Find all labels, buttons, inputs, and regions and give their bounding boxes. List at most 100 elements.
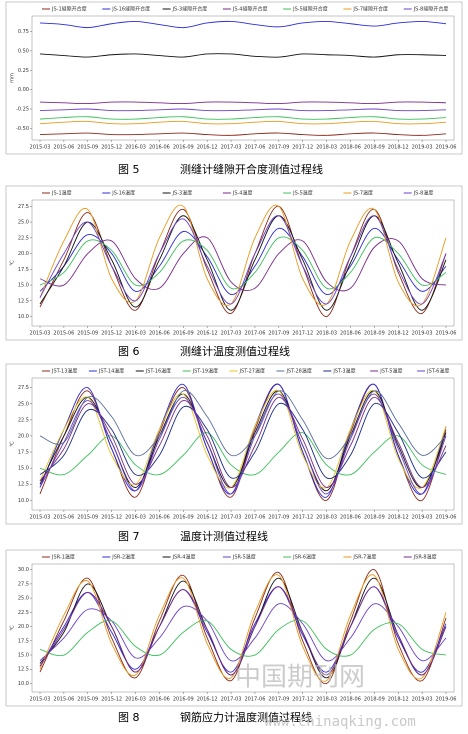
legend-label: JS-7温度 bbox=[352, 190, 373, 197]
legend-label: JS-16温度 bbox=[111, 190, 135, 197]
x-tick-label: 2016-03 bbox=[125, 331, 146, 337]
x-tick-label: 2019-06 bbox=[436, 331, 457, 337]
figure-number: 图 7 bbox=[118, 530, 140, 543]
x-tick-label: 2015-03 bbox=[30, 331, 51, 337]
x-tick-label: 2016-03 bbox=[125, 697, 146, 703]
x-tick-label: 2018-09 bbox=[364, 515, 385, 521]
y-tick-label: 20.0 bbox=[18, 624, 29, 630]
x-tick-label: 2018-09 bbox=[364, 145, 385, 151]
x-tick-label: 2018-03 bbox=[316, 697, 337, 703]
legend-label: JST-16温度 bbox=[145, 368, 171, 375]
y-tick-label: 17.5 bbox=[18, 267, 29, 273]
watermark-name: 中国期刊网 bbox=[235, 663, 365, 693]
x-tick-label: 2016-03 bbox=[125, 145, 146, 151]
legend-label: JST-13温度 bbox=[51, 368, 77, 375]
x-tick-label: 2019-06 bbox=[436, 145, 457, 151]
y-tick-label: 0.75 bbox=[18, 29, 29, 35]
legend-label: JS-3温度 bbox=[172, 190, 193, 197]
series-line bbox=[39, 101, 447, 105]
y-tick-label: 10.0 bbox=[18, 498, 29, 504]
x-tick-label: 2016-09 bbox=[173, 145, 194, 151]
x-tick-label: 2019-06 bbox=[436, 515, 457, 521]
y-axis-label: ℃ bbox=[10, 625, 16, 631]
x-tick-label: 2015-12 bbox=[101, 697, 122, 703]
x-tick-label: 2018-09 bbox=[364, 697, 385, 703]
legend-label: JSR-4温度 bbox=[172, 554, 196, 561]
y-tick-label: 22.5 bbox=[18, 417, 29, 423]
x-tick-label: 2017-12 bbox=[292, 331, 313, 337]
y-tick-label: 0.25 bbox=[18, 68, 29, 74]
legend-label: JST-28温度 bbox=[285, 368, 311, 375]
y-tick-label: 27.5 bbox=[18, 581, 29, 587]
x-tick-label: 2015-03 bbox=[30, 515, 51, 521]
x-tick-label: 2015-12 bbox=[101, 145, 122, 151]
x-tick-label: 2015-06 bbox=[53, 331, 74, 337]
y-tick-label: 17.5 bbox=[18, 638, 29, 644]
x-tick-label: 2018-09 bbox=[364, 331, 385, 337]
x-tick-label: 2018-06 bbox=[340, 331, 361, 337]
series-line bbox=[39, 393, 447, 495]
y-tick-label: 12.5 bbox=[18, 298, 29, 304]
x-tick-label: 2017-12 bbox=[292, 145, 313, 151]
legend-label: JSR-1温度 bbox=[51, 554, 75, 561]
y-tick-label: 17.5 bbox=[18, 450, 29, 456]
y-tick-label: -0.50 bbox=[16, 126, 29, 132]
y-tick-label: 10.0 bbox=[18, 314, 29, 320]
series-line bbox=[39, 574, 447, 682]
y-tick-label: 0.00 bbox=[18, 87, 29, 93]
y-tick-label: 22.5 bbox=[18, 610, 29, 616]
y-tick-label: 10.0 bbox=[18, 681, 29, 687]
y-tick-label: 15.0 bbox=[18, 283, 29, 289]
x-tick-label: 2015-06 bbox=[53, 697, 74, 703]
figure-title: 温度计测值过程线 bbox=[180, 529, 268, 543]
figure-number: 图 8 bbox=[118, 711, 140, 724]
x-tick-label: 2017-09 bbox=[268, 145, 289, 151]
series-line bbox=[39, 116, 447, 120]
legend-label: JS-1温度 bbox=[51, 190, 72, 197]
legend-label: JS-16缝隙开合度 bbox=[111, 6, 150, 13]
y-tick-label: 12.5 bbox=[18, 482, 29, 488]
x-tick-label: 2018-03 bbox=[316, 331, 337, 337]
x-tick-label: 2016-09 bbox=[173, 697, 194, 703]
series-line bbox=[39, 204, 447, 307]
x-tick-label: 2018-12 bbox=[388, 145, 409, 151]
chart-frame bbox=[5, 185, 463, 341]
x-tick-label: 2017-03 bbox=[221, 515, 242, 521]
figure-number: 图 5 bbox=[118, 163, 140, 176]
legend-label: JST-19温度 bbox=[192, 368, 218, 375]
y-tick-label: 15.0 bbox=[18, 653, 29, 659]
x-tick-label: 2018-06 bbox=[340, 515, 361, 521]
series-line bbox=[39, 396, 447, 488]
x-tick-label: 2018-12 bbox=[388, 515, 409, 521]
legend-label: JSR-6温度 bbox=[292, 554, 316, 561]
x-tick-label: 2015-09 bbox=[77, 515, 98, 521]
x-tick-label: 2018-12 bbox=[388, 331, 409, 337]
watermark-url: www.chinaqking.com bbox=[264, 714, 416, 730]
x-tick-label: 2019-03 bbox=[412, 697, 433, 703]
y-tick-label: 20.0 bbox=[18, 251, 29, 257]
chart-frame bbox=[5, 549, 463, 707]
x-tick-label: 2016-12 bbox=[197, 331, 218, 337]
x-tick-label: 2019-06 bbox=[436, 697, 457, 703]
y-axis-label: ℃ bbox=[10, 260, 16, 266]
legend-label: JST-3温度 bbox=[332, 368, 355, 375]
series-line bbox=[39, 603, 447, 662]
y-tick-label: 25.0 bbox=[18, 401, 29, 407]
legend-label: JSR-7温度 bbox=[352, 554, 376, 561]
plot-area bbox=[31, 199, 455, 327]
plot-area bbox=[31, 15, 455, 141]
legend-label: JST-27温度 bbox=[239, 368, 265, 375]
y-tick-label: 22.5 bbox=[18, 235, 29, 241]
x-tick-label: 2016-06 bbox=[149, 145, 170, 151]
legend-label: JS-5温度 bbox=[292, 190, 313, 197]
figure-title: 钢筋应力计温度测值过程线 bbox=[180, 710, 312, 724]
y-axis-label: mm bbox=[10, 73, 16, 83]
x-tick-label: 2017-12 bbox=[292, 515, 313, 521]
legend-label: JST-6温度 bbox=[426, 368, 449, 375]
x-tick-label: 2016-06 bbox=[149, 331, 170, 337]
series-line bbox=[39, 53, 447, 58]
series-line bbox=[39, 389, 447, 489]
series-line bbox=[39, 236, 447, 290]
x-tick-label: 2016-09 bbox=[173, 331, 194, 337]
x-tick-label: 2015-06 bbox=[53, 145, 74, 151]
